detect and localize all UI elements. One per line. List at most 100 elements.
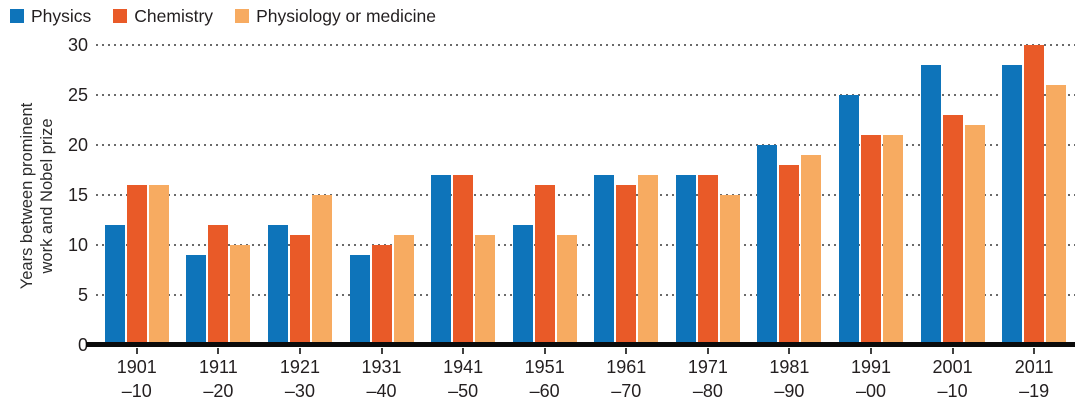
gridline-y-25 — [96, 94, 1075, 96]
x-label-top-1971: 1971 — [687, 357, 728, 377]
x-tick-mark-1981 — [788, 348, 791, 354]
bar-chemistry-1941 — [453, 175, 474, 345]
x-label-bottom-1901: –10 — [121, 381, 152, 401]
x-tick-mark-1901 — [135, 348, 138, 354]
bar-chemistry-1971 — [697, 175, 718, 345]
bar-physiology-or-medicine-1901 — [148, 185, 169, 345]
bar-physics-1951 — [512, 225, 533, 345]
gridline-y-10 — [96, 244, 1075, 246]
y-tick-label-20: 20 — [67, 135, 88, 155]
bar-physiology-or-medicine-2001 — [964, 125, 985, 345]
x-label-bottom-1971: –80 — [692, 381, 723, 401]
x-label-top-1901: 1901 — [116, 357, 157, 377]
x-label-bottom-1911: –20 — [203, 381, 234, 401]
bar-physiology-or-medicine-1951 — [556, 235, 577, 345]
x-label-top-1991: 1991 — [850, 357, 892, 377]
x-label-group-1991: 1991 –00 — [830, 348, 912, 403]
gridline-y-30 — [96, 44, 1075, 46]
bar-chemistry-2011 — [1024, 45, 1045, 345]
bar-group-1921 — [259, 45, 341, 345]
bar-physiology-or-medicine-1911 — [230, 245, 251, 345]
x-label-group-1921: 1921 –30 — [259, 348, 341, 403]
x-label-group-1931: 1931 –40 — [341, 348, 423, 403]
x-label-top-1931: 1931 — [361, 357, 402, 377]
x-tick-mark-2011 — [1033, 348, 1036, 354]
bar-physics-1921 — [267, 225, 288, 345]
x-label-bottom-2001: –10 — [937, 381, 968, 401]
gridline-y-5 — [96, 294, 1075, 296]
x-tick-mark-1971 — [706, 348, 709, 354]
x-label-top-1981: 1981 — [769, 357, 810, 377]
bar-physiology-or-medicine-1981 — [801, 155, 822, 345]
bar-physiology-or-medicine-1931 — [393, 235, 414, 345]
bar-chemistry-1961 — [616, 185, 637, 345]
y-tick-label-25: 25 — [67, 85, 88, 105]
bar-physics-1931 — [349, 255, 370, 345]
bar-physics-1901 — [104, 225, 125, 345]
bar-chemistry-1901 — [126, 185, 147, 345]
x-label-top-1951: 1951 — [524, 357, 565, 377]
x-label-group-1901: 1901 –10 — [96, 348, 178, 403]
bar-chemistry-1981 — [779, 165, 800, 345]
bar-group-1971 — [667, 45, 749, 345]
x-tick-mark-1961 — [625, 348, 628, 354]
x-label-top-1941: 1941 — [443, 357, 484, 377]
bar-group-1931 — [341, 45, 423, 345]
x-tick-mark-1921 — [298, 348, 301, 354]
y-axis-title-line-1: Years between prominent — [18, 102, 36, 290]
bar-physiology-or-medicine-2011 — [1046, 85, 1067, 345]
x-label-bottom-1941: –50 — [448, 381, 479, 401]
bar-physics-2001 — [920, 65, 941, 345]
legend-swatch-physiology-or-medicine — [235, 9, 250, 23]
x-tick-mark-1991 — [869, 348, 872, 354]
x-tick-mark-2001 — [951, 348, 954, 354]
y-tick-label-30: 30 — [67, 35, 88, 55]
x-tick-mark-1911 — [217, 348, 220, 354]
bar-chemistry-1931 — [371, 245, 392, 345]
bar-physics-1981 — [757, 145, 778, 345]
plot-area — [86, 44, 1075, 347]
gridline-y-20 — [96, 144, 1075, 146]
bars-container — [96, 45, 1075, 345]
x-tick-mark-1931 — [380, 348, 383, 354]
x-label-top-1911: 1911 — [199, 357, 238, 377]
y-tick-label-5: 5 — [77, 285, 88, 305]
bar-physics-1971 — [675, 175, 696, 345]
bar-physiology-or-medicine-1991 — [882, 135, 903, 345]
x-axis-labels: 1901 –10 1911 –20 1921 –30 1931 –40 1941 –50 1951 –… — [96, 348, 1075, 403]
bar-physics-1991 — [838, 95, 859, 345]
bar-chemistry-1921 — [289, 235, 310, 345]
bar-chemistry-1951 — [534, 185, 555, 345]
legend-label-chemistry: Chemistry — [134, 6, 214, 26]
legend-label-physiology-or-medicine: Physiology or medicine — [256, 6, 437, 26]
x-label-top-1921: 1921 — [279, 357, 320, 377]
legend-item-physiology-or-medicine: Physiology or medicine — [235, 5, 436, 27]
bar-physics-2011 — [1002, 65, 1023, 345]
bar-chemistry-2001 — [942, 115, 963, 345]
bar-group-1941 — [422, 45, 504, 345]
x-tick-mark-1951 — [543, 348, 546, 354]
bar-physics-1961 — [594, 175, 615, 345]
bar-physiology-or-medicine-1941 — [475, 235, 496, 345]
x-label-group-2011: 2011 –19 — [993, 348, 1075, 403]
bar-group-1901 — [96, 45, 178, 345]
x-label-bottom-1961: –70 — [611, 381, 642, 401]
x-label-group-1961: 1961 –70 — [585, 348, 667, 403]
bar-group-1951 — [504, 45, 586, 345]
x-label-top-2011: 2011 — [1014, 357, 1054, 377]
legend-item-chemistry: Chemistry — [113, 5, 213, 27]
bar-group-1961 — [585, 45, 667, 345]
bar-group-1911 — [178, 45, 260, 345]
bar-physiology-or-medicine-1961 — [638, 175, 659, 345]
x-axis-line — [86, 342, 1075, 347]
legend-label-physics: Physics — [31, 6, 92, 26]
x-label-group-1941: 1941 –50 — [422, 348, 504, 403]
x-label-group-1951: 1951 –60 — [504, 348, 586, 403]
bar-physiology-or-medicine-1971 — [719, 195, 740, 345]
bar-physics-1911 — [186, 255, 207, 345]
x-label-bottom-1991: –00 — [855, 381, 887, 401]
x-label-bottom-2011: –19 — [1019, 381, 1050, 401]
legend-item-physics: Physics — [10, 5, 91, 27]
x-label-group-1911: 1911 –20 — [178, 348, 260, 403]
